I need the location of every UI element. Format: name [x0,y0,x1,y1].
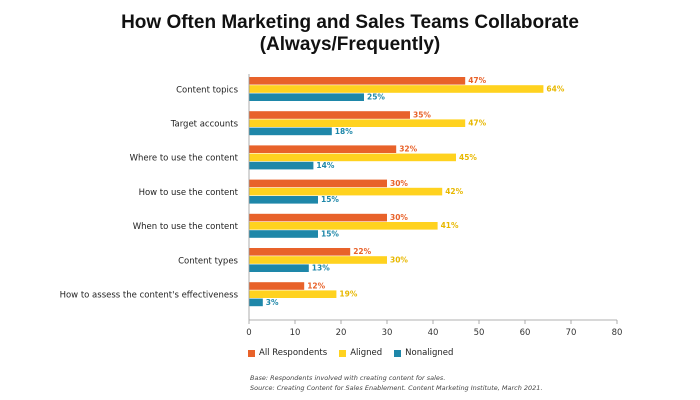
bar [249,298,263,307]
x-tick-label: 70 [566,328,577,338]
bar [249,161,314,170]
data-label: 30% [390,213,408,222]
data-label: 25% [367,93,385,102]
bar [249,248,351,256]
legend-label: Nonaligned [405,348,454,358]
data-label: 15% [321,195,339,204]
base-note: Base: Respondents involved with creating… [250,374,446,382]
bar [249,93,364,101]
category-label: Where to use the content [130,154,239,164]
category-label: Content types [178,256,238,266]
legend-item: Nonaligned [394,348,453,358]
data-label: 42% [445,187,463,196]
category-label: Content topics [176,85,238,95]
bar [249,145,397,153]
category-label: How to assess the content's effectivenes… [60,291,239,301]
data-label: 30% [390,179,408,188]
data-label: 64% [546,84,564,93]
chart-title-line-2: (Always/Frequently) [259,34,441,55]
x-tick-label: 80 [612,328,623,338]
category-label: Target accounts [170,120,239,130]
chart-notes: Base: Respondents involved with creating… [250,373,543,393]
bar [249,196,318,204]
data-label: 19% [339,290,357,299]
bar [249,282,305,290]
legend: All Respondents Aligned Nonaligned [248,348,453,358]
bar [249,179,387,188]
data-label: 22% [353,247,371,256]
bar [249,119,466,127]
data-label: 32% [399,145,417,154]
legend-item: Aligned [339,348,382,358]
category-label: When to use the content [133,222,239,232]
data-label: 41% [441,221,459,230]
x-tick-label: 0 [246,328,251,338]
x-tick-label: 50 [474,328,485,338]
legend-label: All Respondents [259,348,328,358]
legend-label: Aligned [350,348,383,358]
bar [249,222,438,230]
bar [249,290,337,298]
legend-item: All Respondents [248,348,327,358]
data-label: 13% [312,264,330,273]
data-label: 47% [468,76,486,85]
bar [249,111,410,119]
data-label: 15% [321,229,339,238]
bar [249,127,332,136]
bar [249,85,544,93]
chart-title-line-1: How Often Marketing and Sales Teams Coll… [121,12,579,33]
x-tick-label: 60 [520,328,531,338]
bar [249,256,387,264]
x-tick-label: 10 [290,328,301,338]
bar [249,213,387,222]
legend-swatch [248,349,255,357]
data-label: 12% [307,281,325,290]
data-label: 14% [316,161,334,170]
data-label: 35% [413,110,431,119]
bar [249,230,318,238]
bar [249,77,466,85]
data-label: 45% [459,153,477,162]
data-label: 18% [335,127,353,136]
data-label: 3% [266,298,279,307]
legend-swatch [339,349,347,357]
data-label: 30% [390,255,408,264]
source-note: Source: Creating Content for Sales Enabl… [250,384,543,392]
data-label: 47% [468,119,486,128]
x-tick-label: 20 [336,328,347,338]
x-tick-label: 30 [382,328,393,338]
chart-title: How Often Marketing and Sales Teams Coll… [0,12,700,56]
bar [249,153,456,162]
category-label: How to use the content [139,188,239,198]
bar [249,187,443,196]
legend-swatch [394,349,402,357]
x-tick-label: 40 [428,328,439,338]
bar [249,264,309,272]
